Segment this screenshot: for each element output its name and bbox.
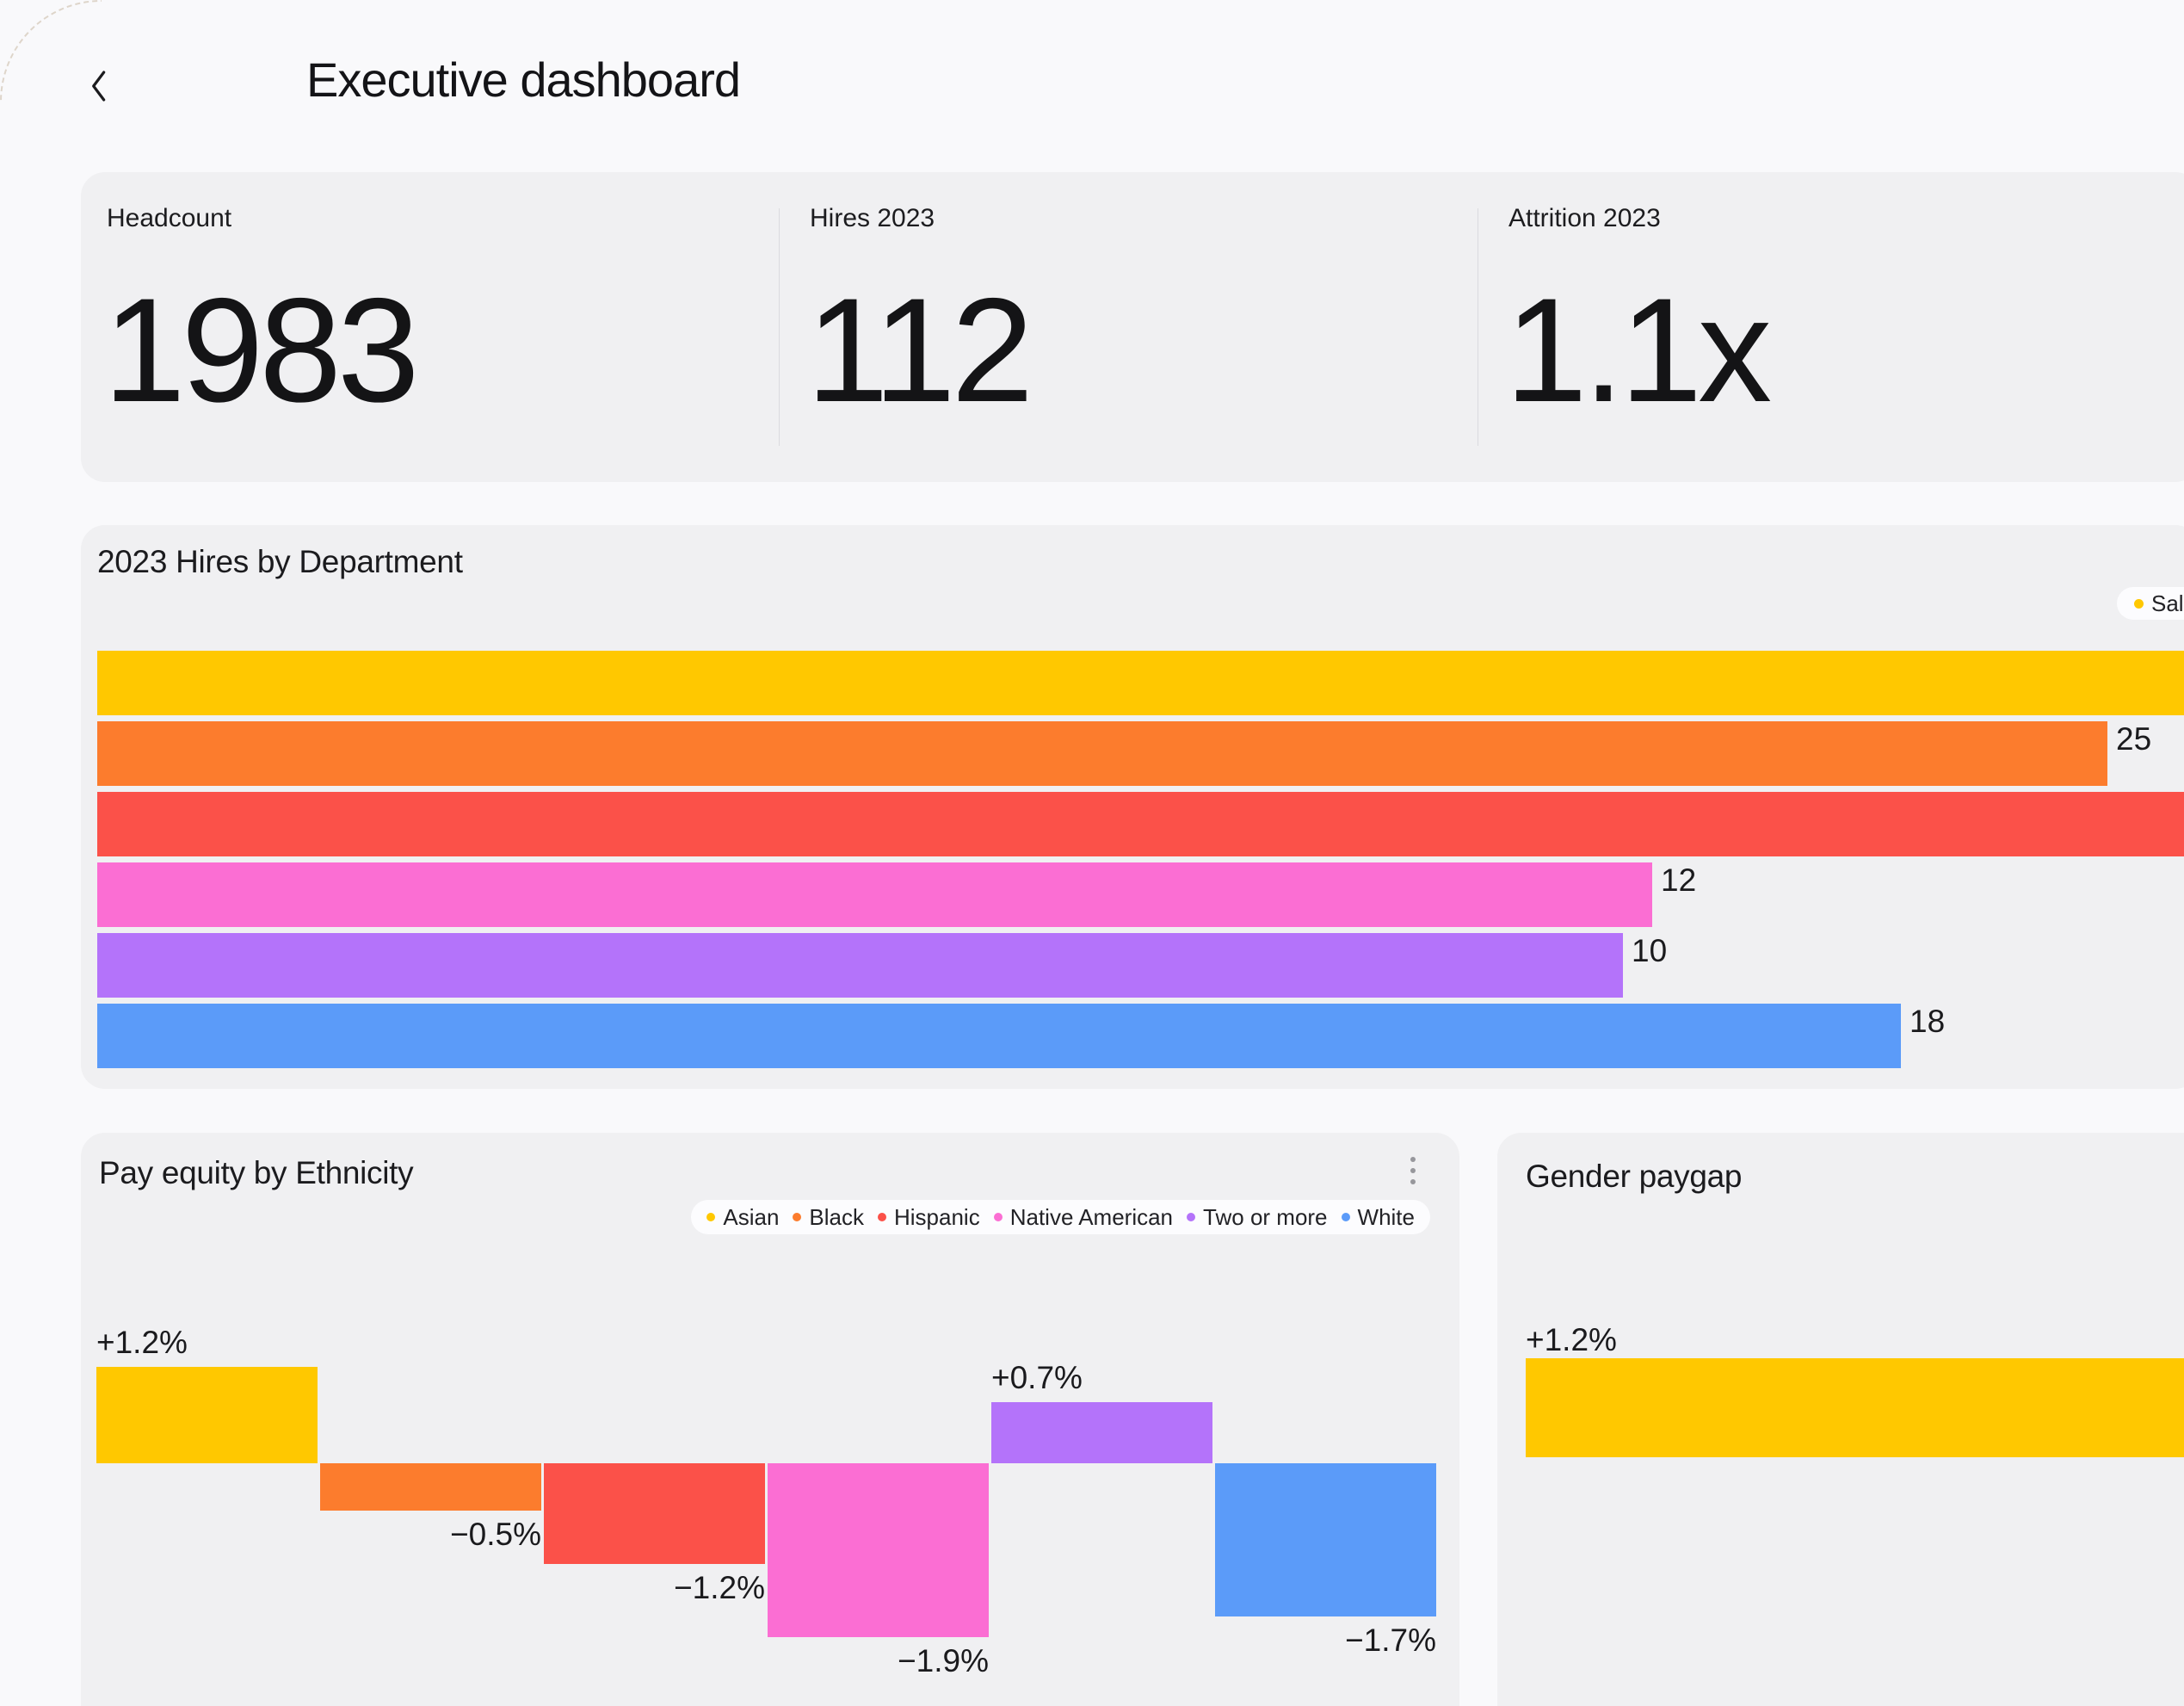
legend-item-white[interactable]: White [1341,1203,1415,1231]
chart-legend: Asian Black Hispanic Native American Two or … [691,1200,1430,1234]
gender-paygap-card: Gender paygap +1.2% [1497,1133,2184,1706]
bar-value-label: −1.9% [898,1643,989,1678]
bar-gender-paygap [1526,1358,2184,1457]
bar-white [1215,1463,1436,1616]
legend-item-two-or-more[interactable]: Two or more [1187,1204,1328,1231]
legend-item-asian[interactable]: Asian [706,1204,779,1231]
bar-sales [97,651,2184,715]
bar-value-label: −0.5% [450,1517,541,1552]
dot-icon [993,1213,1003,1221]
bar-hispanic [544,1463,765,1564]
bar-value-label: −1.7% [1345,1623,1436,1658]
dot-icon [1187,1213,1196,1221]
dot-icon [793,1213,802,1221]
chart-title: Gender paygap [1526,1159,1743,1194]
bar-asian [96,1367,318,1463]
stat-label: Attrition 2023 [1508,204,1661,232]
legend-label: Two or more [1203,1203,1328,1230]
stats-summary-card: Headcount 1983 Hires 2023 112 Attrition … [81,172,2184,482]
bar-row [97,651,2184,715]
legend-label: Black [809,1203,864,1230]
bar-row [97,792,2184,856]
legend-item-sales[interactable]: Sales [2134,590,2184,617]
kebab-vertical-icon [1410,1157,1416,1162]
chart-legend: Sales [2117,587,2184,620]
bar-row: 25 [97,721,2184,786]
stat-label: Hires 2023 [810,204,935,232]
dot-icon [2134,598,2144,609]
bar-department [97,792,2184,856]
stat-value: 112 [806,268,1033,433]
back-button[interactable] [79,67,117,105]
hires-by-department-card: 2023 Hires by Department Sales 25 12 10 18 [81,525,2184,1089]
stat-value: 1983 [103,268,420,433]
legend-item-native-american[interactable]: Native American [993,1203,1174,1231]
card-menu-button[interactable] [1396,1153,1430,1195]
bar-value-label: −1.2% [674,1570,765,1605]
legend-label: Hispanic [894,1203,980,1230]
stat-value: 1.1x [1505,268,1772,433]
dot-icon [878,1213,886,1221]
chart-title: Pay equity by Ethnicity [99,1155,414,1190]
bar-department [97,721,2107,786]
legend-label: Native American [1009,1203,1174,1230]
bar-value-label: +0.7% [991,1360,1083,1395]
dot-icon [1341,1213,1350,1221]
legend-item-black[interactable]: Black [793,1204,864,1231]
bar-value-label: 25 [2116,721,2152,757]
bar-department [97,933,1623,998]
stat-divider [779,208,780,446]
bar-chart-plot: 25 12 10 18 [97,651,2184,1074]
bar-row: 12 [97,862,2184,927]
chart-title: 2023 Hires by Department [97,544,463,579]
stat-label: Headcount [107,204,232,232]
legend-label: Sales [2151,590,2184,616]
bar-black [320,1463,541,1511]
bar-value-label: +1.2% [1526,1322,1617,1357]
bar-value-label: 12 [1661,862,1697,898]
legend-label: White [1357,1203,1415,1230]
pay-equity-card: Pay equity by Ethnicity Asian Black Hispan… [81,1133,1459,1706]
bar-department [97,862,1652,927]
bar-value-label: 18 [1909,1004,1946,1039]
bar-two-or-more [991,1402,1212,1463]
bar-native-american [768,1463,989,1637]
chevron-left-icon [87,69,109,103]
bar-department [97,1004,1901,1068]
bar-chart-plot: +1.2% −0.5% −1.2% −1.9% +0.7% −1.7% [96,1133,1439,1706]
dot-icon [706,1213,716,1221]
page-title: Executive dashboard [306,53,741,107]
legend-label: Asian [723,1203,780,1230]
bar-value-label: +1.2% [96,1325,188,1360]
legend-item-hispanic[interactable]: Hispanic [878,1204,980,1231]
bar-row: 10 [97,933,2184,998]
bar-value-label: 10 [1632,933,1668,968]
bar-row: 18 [97,1004,2184,1068]
